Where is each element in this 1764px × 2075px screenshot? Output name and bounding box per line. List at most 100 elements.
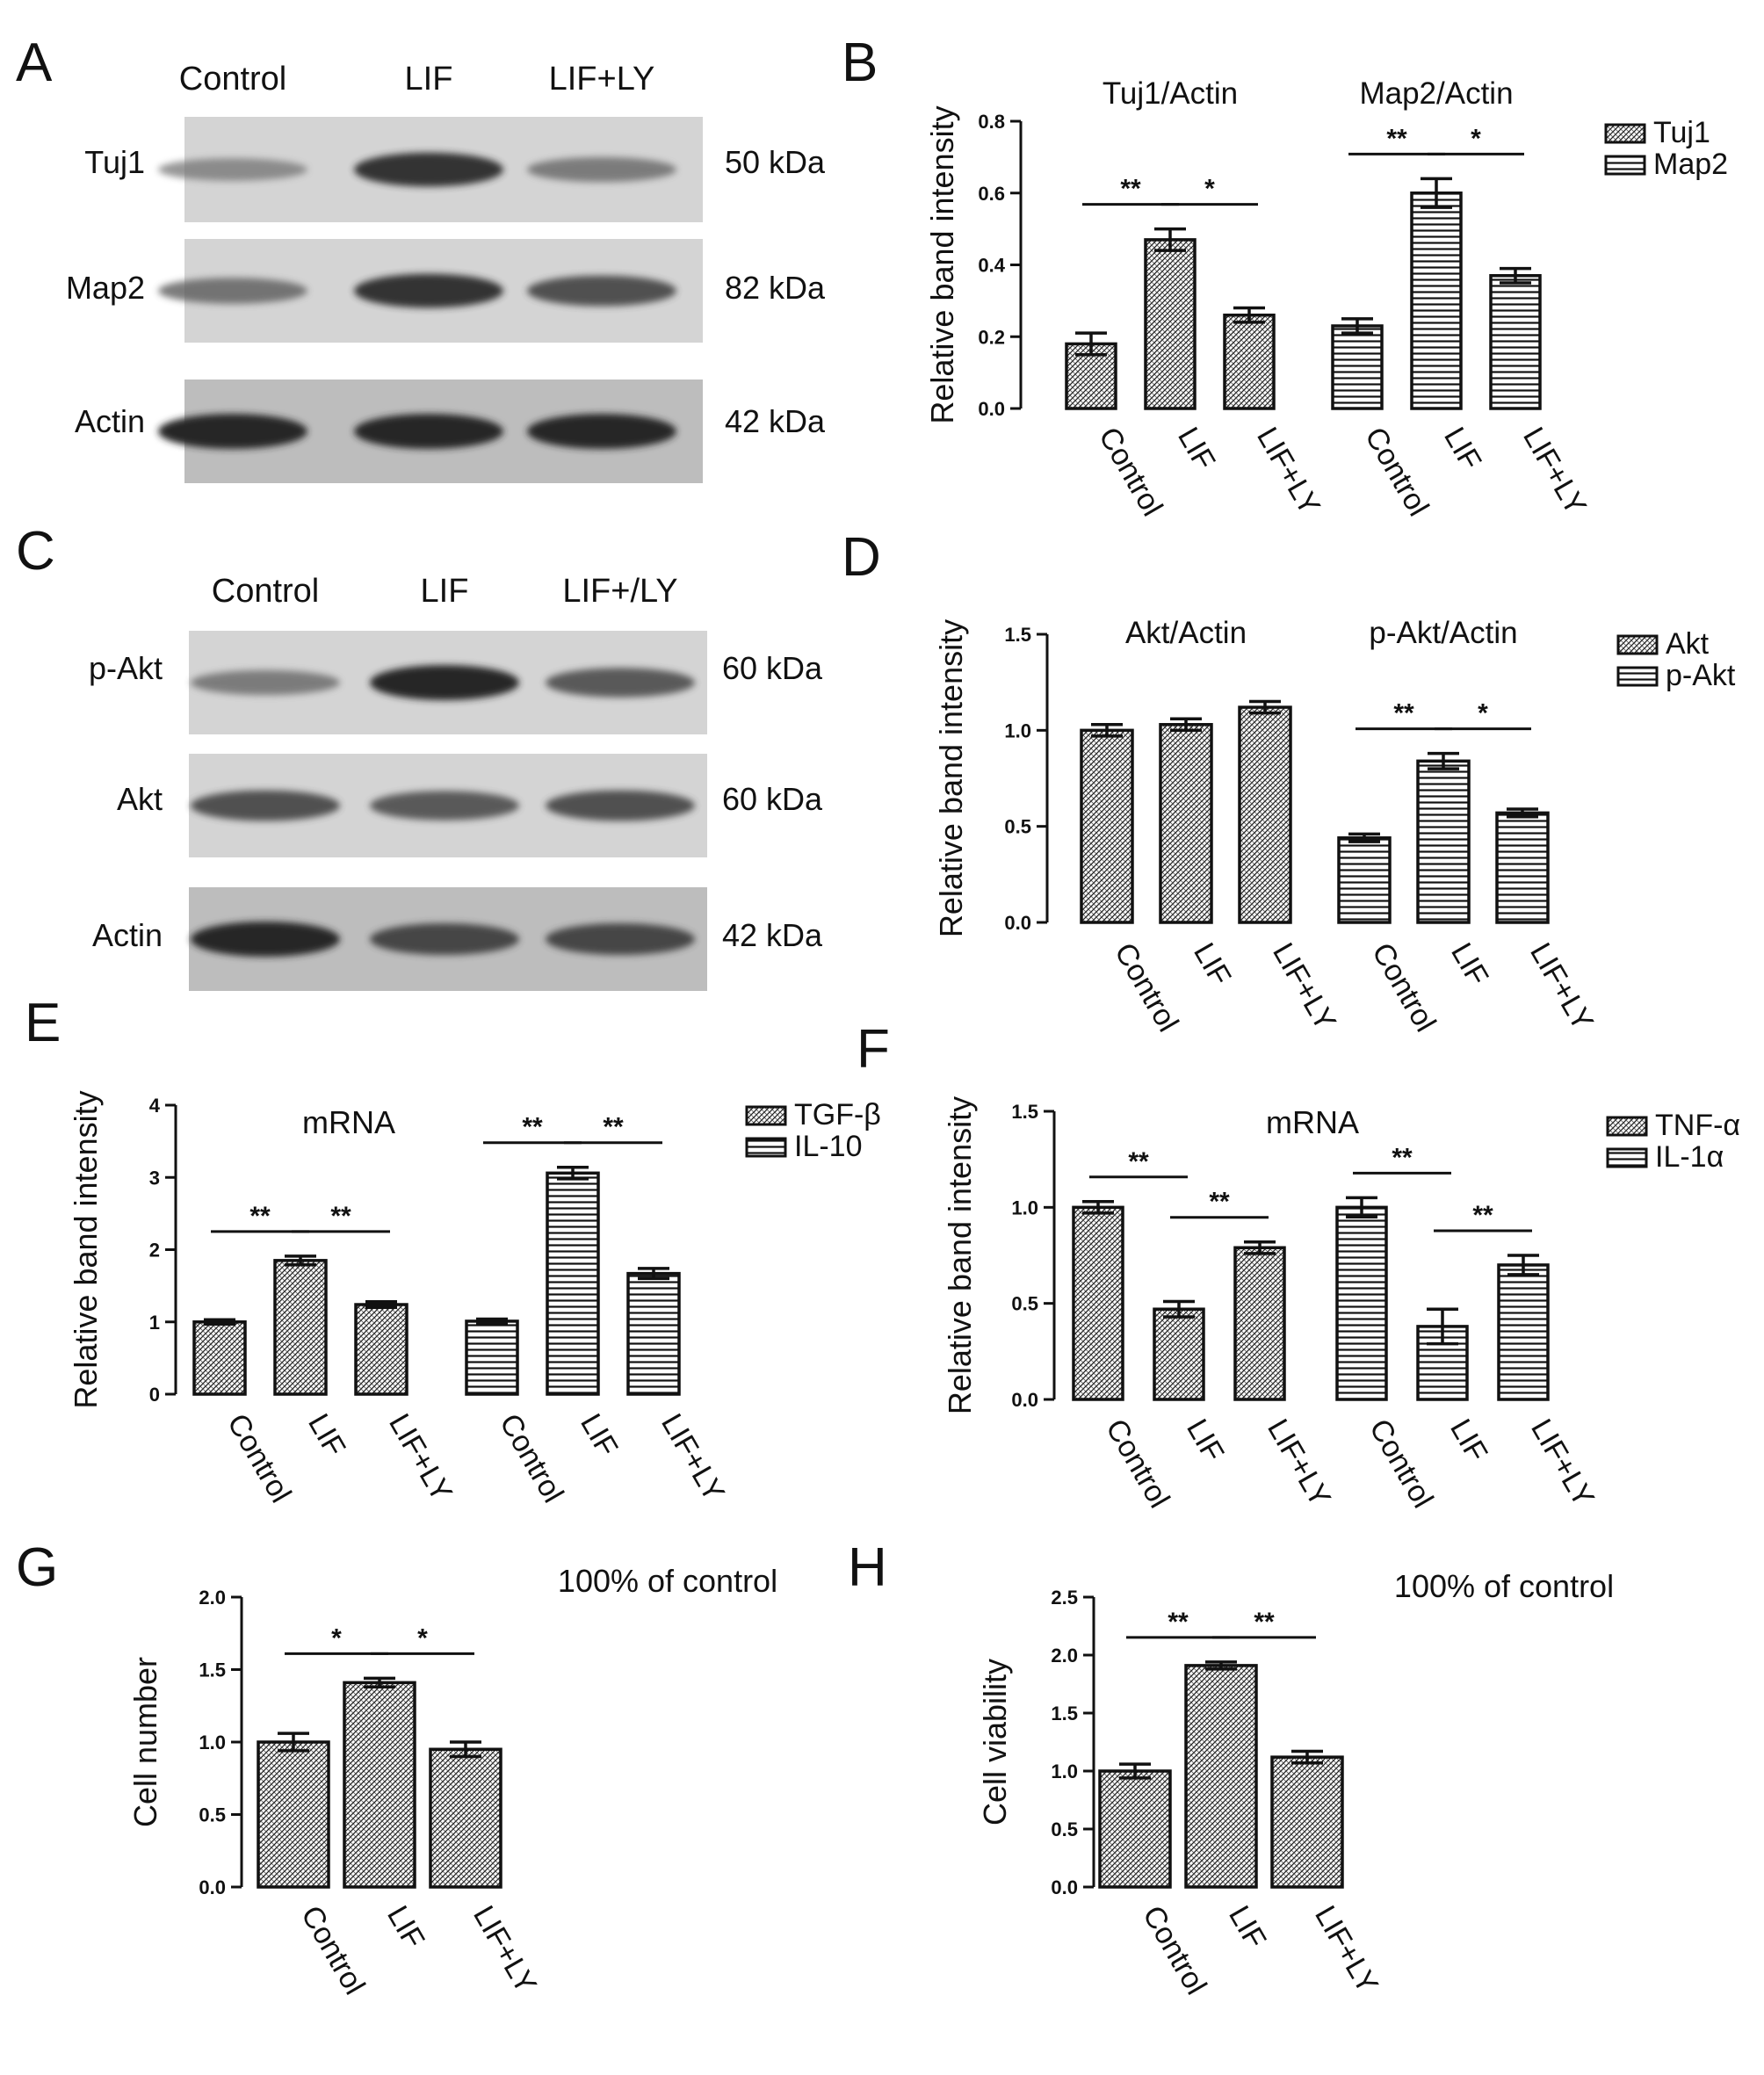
lane-label: LIF bbox=[421, 573, 469, 610]
protein-band bbox=[527, 275, 676, 307]
group-subtitle: p-Akt/Actin bbox=[1369, 616, 1517, 650]
molecular-weight-label: 50 kDa bbox=[725, 144, 826, 180]
bar bbox=[1184, 1664, 1258, 1889]
legend-swatch bbox=[745, 1105, 787, 1126]
blot-row-label: p-Akt bbox=[89, 650, 163, 686]
blot-row-label: Actin bbox=[92, 917, 163, 953]
y-tick-label: 0.5 bbox=[1051, 1818, 1078, 1840]
protein-band bbox=[354, 273, 503, 308]
legend-swatch bbox=[1616, 666, 1659, 687]
legend-label: Map2 bbox=[1653, 148, 1728, 181]
bar bbox=[1497, 1263, 1550, 1401]
y-tick-label: 0.5 bbox=[1004, 816, 1031, 838]
protein-band bbox=[158, 158, 307, 181]
legend-swatch bbox=[745, 1137, 787, 1158]
western-blots: Control LIF LIF+LY Tuj1 50 kDa Map2 82 kDa Acti… bbox=[66, 61, 826, 991]
y-tick-label: 0 bbox=[149, 1384, 160, 1406]
bar bbox=[1223, 313, 1276, 410]
significance-marker: ** bbox=[1356, 699, 1452, 731]
protein-band bbox=[158, 414, 307, 449]
bar bbox=[1335, 1205, 1388, 1401]
legend: TNF-αIL-1α bbox=[1606, 1109, 1740, 1174]
significance-label: * bbox=[1471, 124, 1481, 153]
legend-swatch bbox=[1606, 1147, 1648, 1168]
chart-title: 100% of control bbox=[558, 1563, 777, 1599]
significance-marker: ** bbox=[1434, 1201, 1532, 1233]
series-main: Control LIF LIF+LY bbox=[1098, 1660, 1384, 2000]
x-category-label: Control bbox=[1136, 1900, 1213, 2000]
legend-label: Akt bbox=[1666, 627, 1710, 661]
y-axis-label: Relative band intensity bbox=[933, 619, 969, 937]
significance-label: ** bbox=[1209, 1188, 1230, 1217]
y-tick-label: 1.0 bbox=[1051, 1760, 1078, 1782]
bar bbox=[343, 1681, 416, 1889]
series-tuj1: Control LIF LIF+LY Tuj1/Actin bbox=[1065, 76, 1327, 522]
y-axis-label: Cell viability bbox=[977, 1659, 1013, 1826]
molecular-weight-label: 42 kDa bbox=[725, 403, 826, 439]
chart-title: mRNA bbox=[1266, 1104, 1359, 1140]
legend-label: p-Akt bbox=[1666, 659, 1736, 692]
chart-panel-f: 0.0 0.5 1.0 1.5 Relative band intensity mRNA C… bbox=[942, 1096, 1740, 1514]
legend-label: IL-10 bbox=[794, 1130, 863, 1163]
x-category-label: LIF+LY bbox=[1261, 1413, 1337, 1513]
x-category-label: LIF+LY bbox=[654, 1408, 731, 1507]
x-category-label: LIF+LY bbox=[1524, 1413, 1601, 1513]
significance-marker: ** bbox=[1082, 175, 1179, 206]
lane-label: Control bbox=[179, 61, 287, 98]
y-tick-label: 0.5 bbox=[1011, 1293, 1038, 1315]
significance-marker: ** bbox=[1348, 124, 1445, 155]
legend-label: Tuj1 bbox=[1653, 116, 1710, 149]
blot-row-p-akt: p-Akt 60 kDa bbox=[89, 631, 823, 734]
x-category-label: Control bbox=[1358, 422, 1435, 522]
y-axis-label: Relative band intensity bbox=[68, 1090, 104, 1408]
blot-row-label: Akt bbox=[117, 781, 163, 817]
significance-label: ** bbox=[603, 1113, 624, 1142]
x-category-label: Control bbox=[1108, 937, 1185, 1038]
y-tick-label: 4 bbox=[149, 1095, 161, 1117]
significance-marker: * bbox=[285, 1623, 388, 1655]
chart-panel-g: 0.0 0.5 1.0 1.5 2.0 Cell number 100% of contro… bbox=[127, 1563, 777, 2000]
legend-swatch bbox=[1616, 634, 1659, 655]
significance-label: ** bbox=[1168, 1608, 1189, 1637]
x-category-label: LIF bbox=[1437, 422, 1487, 476]
y-tick-label: 2.0 bbox=[1051, 1645, 1078, 1667]
y-tick-label: 0.5 bbox=[199, 1804, 226, 1826]
lane-label: LIF bbox=[405, 61, 453, 98]
molecular-weight-label: 82 kDa bbox=[725, 270, 826, 306]
lane-label: LIF+/LY bbox=[562, 573, 677, 610]
panel-letter-h: H bbox=[848, 1537, 887, 1598]
bar bbox=[1331, 324, 1384, 410]
y-tick-label: 0.4 bbox=[978, 255, 1005, 277]
chart-panel-h: 0.0 0.5 1.0 1.5 2.0 2.5 Cell viability 100% of … bbox=[977, 1568, 1614, 2000]
x-category-label: LIF+LY bbox=[1308, 1900, 1384, 1999]
legend-swatch bbox=[1606, 1116, 1648, 1137]
x-category-label: LIF+LY bbox=[1516, 422, 1593, 521]
x-category-label: LIF+LY bbox=[382, 1408, 459, 1507]
significance-label: ** bbox=[330, 1202, 351, 1231]
x-category-label: LIF bbox=[301, 1408, 351, 1463]
group-subtitle: Akt/Actin bbox=[1125, 616, 1247, 650]
series-tnf-: Control LIF LIF+LY bbox=[1072, 1200, 1337, 1514]
significance-label: ** bbox=[1393, 699, 1414, 728]
bar bbox=[1238, 705, 1292, 924]
x-category-label: LIF bbox=[380, 1900, 430, 1955]
x-category-label: LIF bbox=[574, 1408, 624, 1463]
blot-row-actin: Actin 42 kDa bbox=[92, 887, 823, 991]
blot-row-tuj1: Tuj1 50 kDa bbox=[84, 117, 826, 222]
significance-marker: * bbox=[371, 1623, 474, 1655]
x-category-label: LIF bbox=[1443, 1413, 1493, 1468]
y-tick-label: 0.0 bbox=[1011, 1389, 1038, 1411]
molecular-weight-label: 60 kDa bbox=[722, 781, 823, 817]
y-axis-label: Cell number bbox=[127, 1657, 163, 1827]
x-category-label: LIF+LY bbox=[466, 1900, 543, 1999]
x-category-label: LIF bbox=[1180, 1413, 1230, 1468]
bar bbox=[1416, 759, 1471, 924]
legend: TGF-βIL-10 bbox=[745, 1098, 881, 1163]
x-category-label: Control bbox=[1363, 1413, 1440, 1514]
panel-letter-e: E bbox=[25, 993, 61, 1053]
bar bbox=[546, 1171, 600, 1396]
protein-band bbox=[527, 414, 676, 449]
significance-marker: ** bbox=[483, 1113, 582, 1145]
